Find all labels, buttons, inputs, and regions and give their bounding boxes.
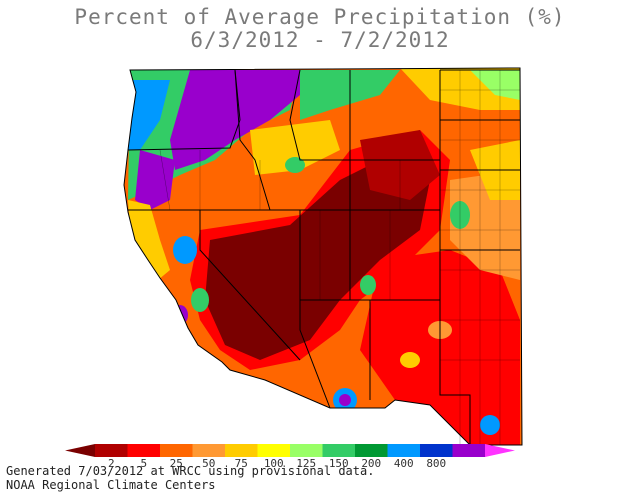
- legend-tick-label: 2: [108, 457, 115, 470]
- legend-swatch: [387, 444, 421, 457]
- ca-coast-yellow: [128, 200, 170, 280]
- id-west-border: [234, 69, 271, 211]
- legend-swatch: [95, 444, 128, 457]
- state-borders: [123, 67, 523, 446]
- county-vertical-lines: [459, 70, 501, 445]
- legend-swatch: [290, 444, 323, 457]
- nv-az-border: [299, 210, 331, 409]
- ca-blue-spot: [173, 236, 197, 264]
- footer-generated: Generated 7/03/2012 at WRCC using provis…: [6, 464, 375, 478]
- legend-swatch: [192, 444, 226, 457]
- nm-tx-border: [439, 300, 471, 445]
- map-title: Percent of Average Precipitation (%) 6/3…: [0, 6, 640, 52]
- legend-tick-labels: 2 5 25 50 75 100 125 150 200 400 800: [108, 457, 446, 470]
- id-mt-border: [289, 69, 350, 161]
- or-coast-purple: [135, 150, 175, 210]
- mt-wy-border: [300, 70, 351, 211]
- legend-swatch: [225, 444, 258, 457]
- legend-swatch: [355, 444, 388, 457]
- legend-arrow-right: [485, 444, 515, 457]
- ca-nv-border: [199, 210, 301, 361]
- legend-tick-label: 5: [140, 457, 147, 470]
- nd-lightgreen: [470, 70, 520, 100]
- legend-swatch: [127, 444, 161, 457]
- legend-tick-label: 200: [361, 457, 381, 470]
- legend-tick-label: 100: [264, 457, 284, 470]
- legend-tick-label: 400: [394, 457, 414, 470]
- map-title-line1: Percent of Average Precipitation (%): [74, 5, 566, 29]
- county-borders: [159, 70, 520, 445]
- id-green-spot: [285, 157, 305, 173]
- legend-bar: [65, 444, 515, 457]
- legend-tick-label: 125: [296, 457, 316, 470]
- outer-border: [123, 67, 523, 446]
- legend-tick-label: 800: [426, 457, 446, 470]
- legend-swatch: [160, 444, 193, 457]
- interior-county-lines: [159, 149, 401, 300]
- legend-tick-label: 75: [235, 457, 248, 470]
- legend-swatch: [257, 444, 291, 457]
- legend-tick-label: 25: [170, 457, 183, 470]
- az-purple-spot: [339, 394, 351, 406]
- coast-blue-area: [128, 80, 170, 150]
- footer-source: NOAA Regional Climate Centers: [6, 478, 216, 492]
- tx-blue-spot: [480, 415, 500, 435]
- legend-swatch: [322, 444, 356, 457]
- legend-swatch: [452, 444, 486, 457]
- legend-tick-label: 150: [329, 457, 349, 470]
- legend-tick-label: 50: [202, 457, 215, 470]
- id-yellow: [250, 120, 340, 175]
- county-horizontal-lines: [440, 89, 520, 361]
- map-date-range: 6/3/2012 - 7/2/2012: [190, 28, 450, 52]
- ocean-area: [120, 70, 330, 440]
- ut-green-spot: [360, 275, 376, 295]
- nm-yellow-spot: [400, 352, 420, 368]
- legend-arrow-left: [65, 444, 95, 457]
- wa-or-border: [127, 69, 241, 151]
- legend-swatch: [420, 444, 453, 457]
- great-basin-darkred: [205, 150, 430, 360]
- ca-green-spot: [191, 288, 209, 312]
